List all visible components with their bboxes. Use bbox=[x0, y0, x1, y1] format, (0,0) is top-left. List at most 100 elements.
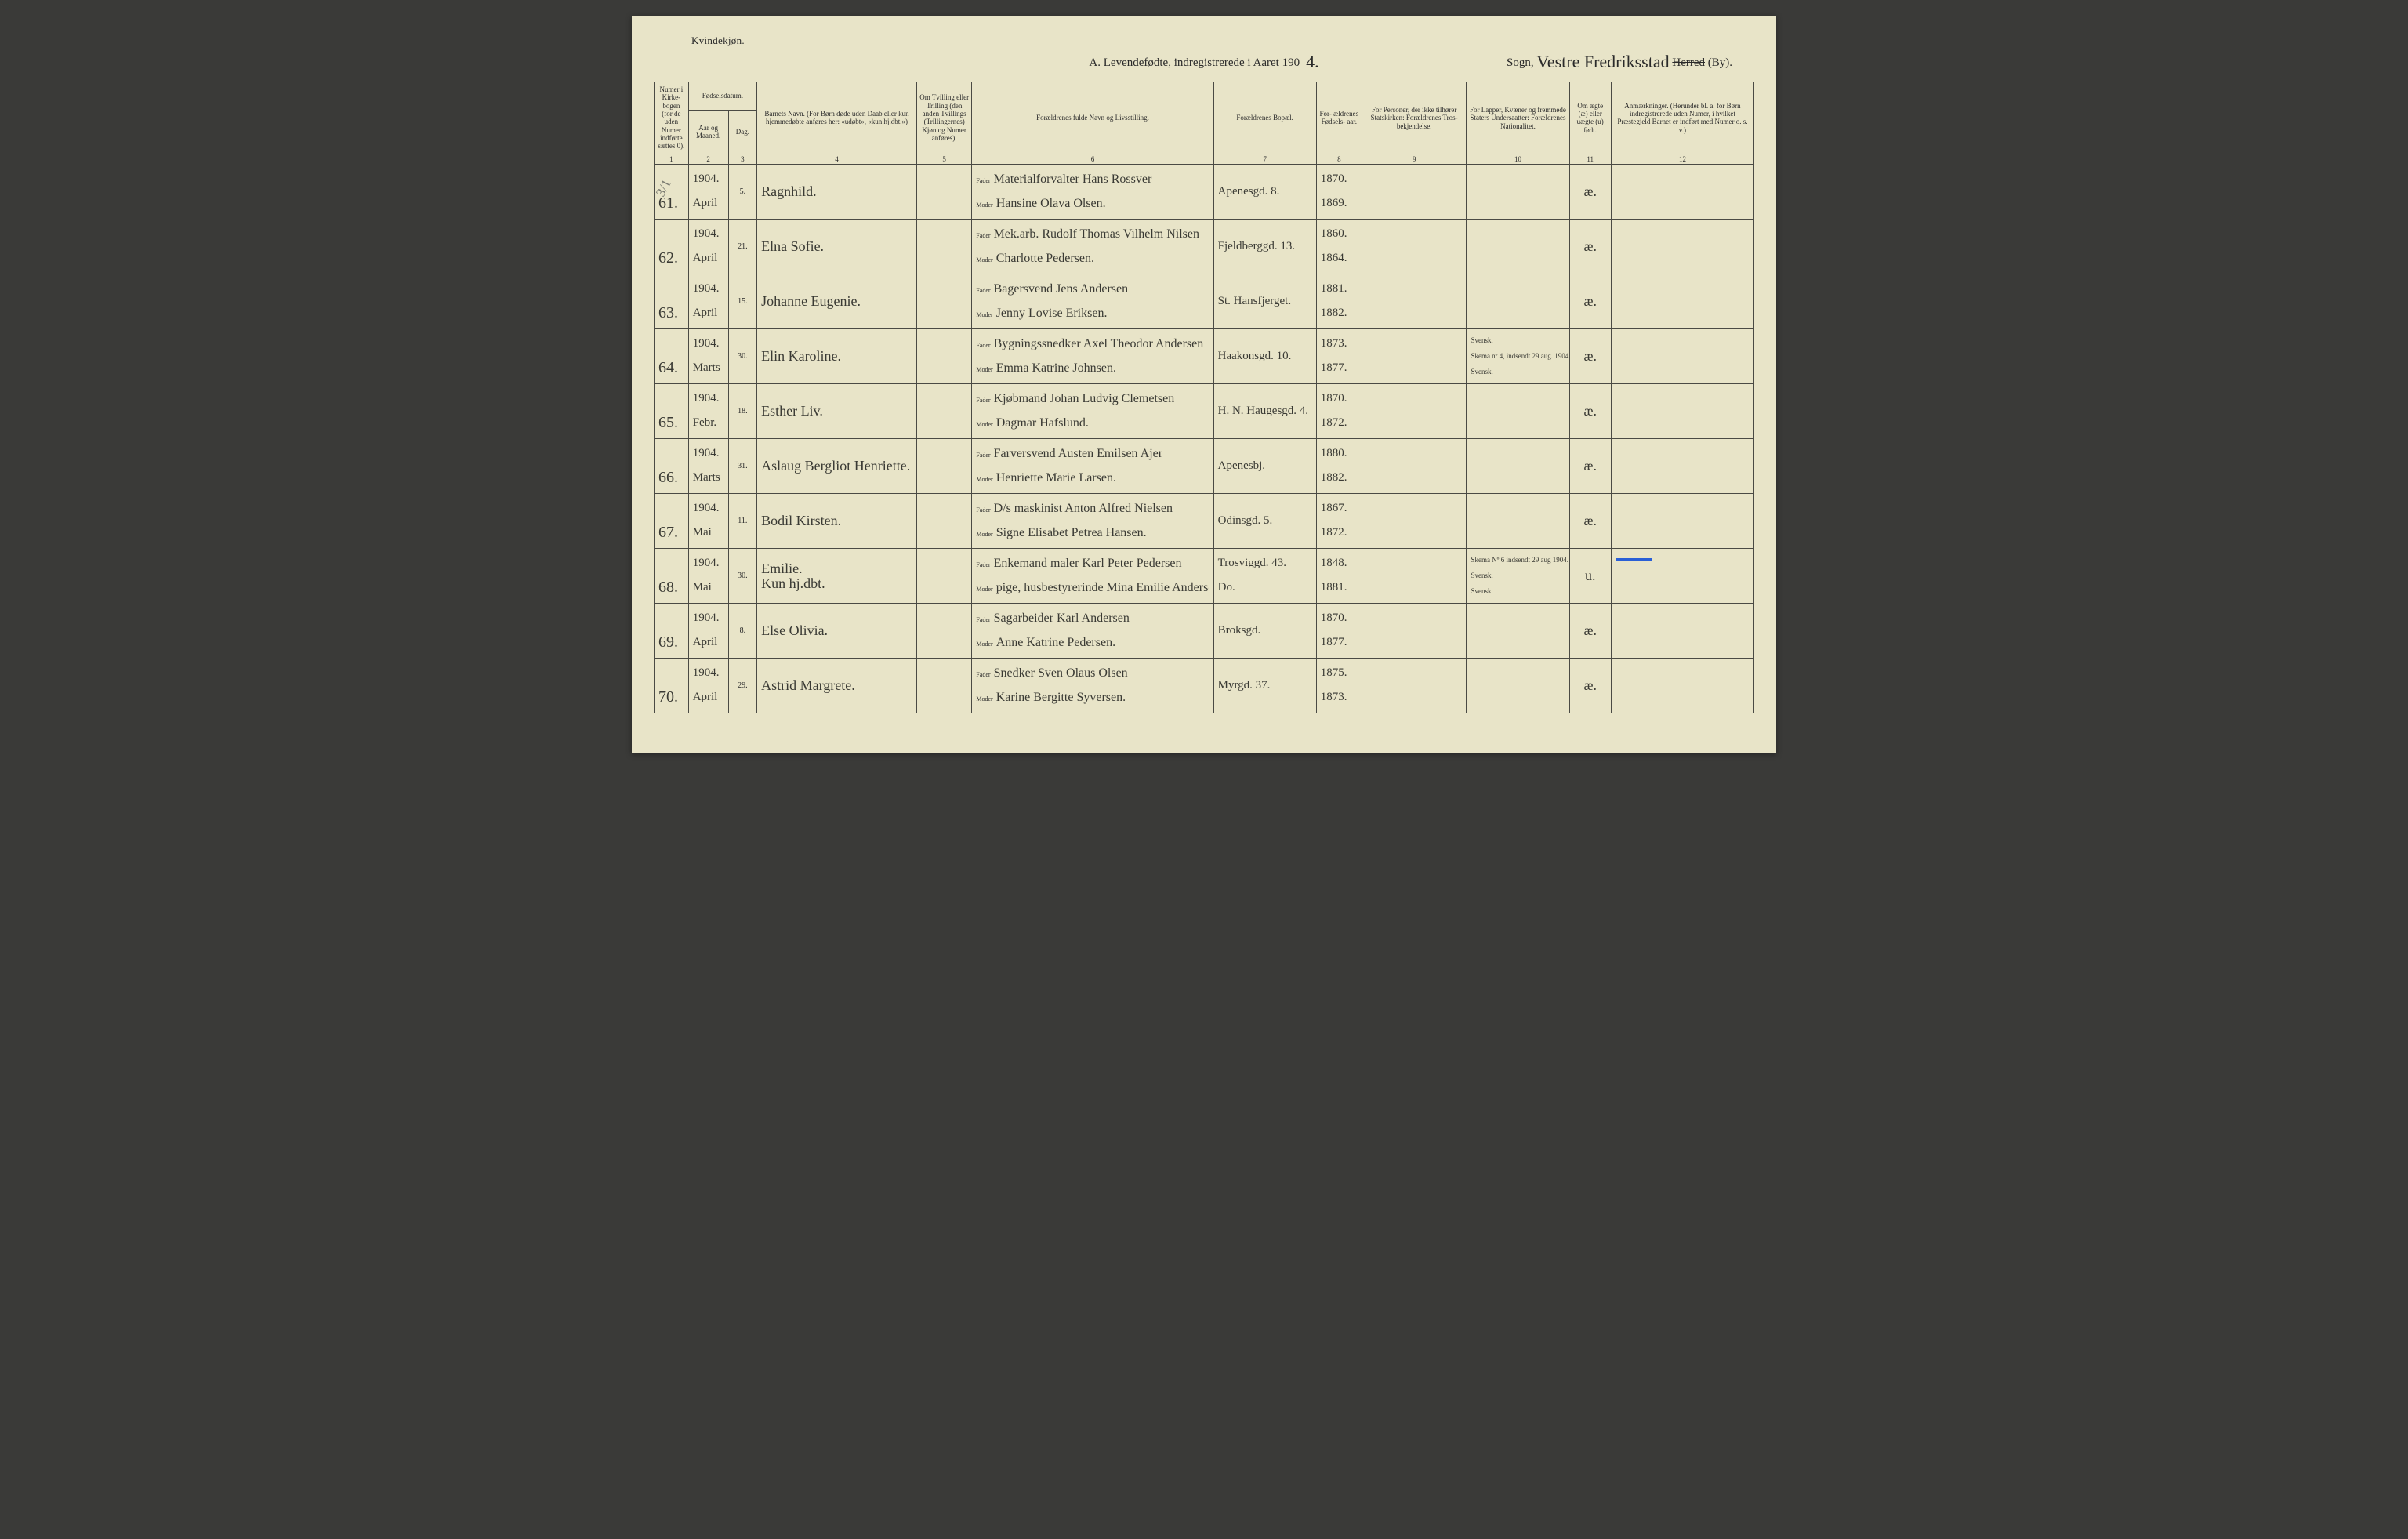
cell-parents: FaderBagersvend Jens Andersen ModerJenny… bbox=[972, 274, 1213, 329]
sogn-name: Vestre Fredriksstad bbox=[1536, 52, 1669, 72]
cell-parent-years: 1881.1882. bbox=[1316, 274, 1362, 329]
cell-parents: FaderMek.arb. Rudolf Thomas Vilhelm Nils… bbox=[972, 220, 1213, 274]
title-main: A. Levendefødte, indregistrerede i Aaret… bbox=[1089, 56, 1300, 70]
fader-text: Farversvend Austen Emilsen Ajer bbox=[994, 447, 1209, 461]
col-header-2b: Dag. bbox=[728, 111, 756, 154]
fader-label: Fader bbox=[976, 506, 990, 514]
moder-label: Moder bbox=[976, 531, 992, 538]
cell-year-month: 1904.April bbox=[688, 165, 728, 220]
fader-label: Fader bbox=[976, 287, 990, 294]
col-header-5: Forældrenes fulde Navn og Livsstilling. bbox=[972, 82, 1213, 154]
title-year-fill: 4. bbox=[1306, 52, 1319, 72]
cell-day: 30. bbox=[728, 329, 756, 384]
colnum: 10 bbox=[1467, 154, 1569, 164]
cell-tros bbox=[1362, 274, 1467, 329]
cell-tros bbox=[1362, 439, 1467, 494]
colnum: 3 bbox=[728, 154, 756, 164]
cell-legit: æ. bbox=[1569, 220, 1611, 274]
cell-parents: Fader Materialforvalter Hans Rossver Mode… bbox=[972, 165, 1213, 220]
cell-year-month: 1904.Mai bbox=[688, 494, 728, 549]
cell-parent-years: 1873.1877. bbox=[1316, 329, 1362, 384]
colnum: 1 bbox=[655, 154, 689, 164]
cell-day: 11. bbox=[728, 494, 756, 549]
colnum: 12 bbox=[1611, 154, 1753, 164]
cell-bopael: Fjeldberggd. 13. bbox=[1213, 220, 1316, 274]
cell-year-month: 1904.Marts bbox=[688, 439, 728, 494]
cell-name: Elin Karoline. bbox=[757, 329, 917, 384]
cell-day: 5. bbox=[728, 165, 756, 220]
cell-year-month: 1904.April bbox=[688, 274, 728, 329]
cell-num: 67. bbox=[655, 494, 689, 549]
colnum: 11 bbox=[1569, 154, 1611, 164]
cell-num: 68. bbox=[655, 549, 689, 604]
cell-anm bbox=[1611, 659, 1753, 713]
moder-label: Moder bbox=[976, 366, 992, 373]
cell-parents: FaderBygningssnedker Axel Theodor Anders… bbox=[972, 329, 1213, 384]
cell-name: Astrid Margrete. bbox=[757, 659, 917, 713]
cell-parent-years: 1860.1864. bbox=[1316, 220, 1362, 274]
cell-twin bbox=[916, 329, 971, 384]
table-row: 69.1904.April8.Else Olivia. FaderSagarbe… bbox=[655, 604, 1754, 659]
cell-nationality bbox=[1467, 384, 1569, 439]
cell-twin bbox=[916, 274, 971, 329]
by-suffix: (By). bbox=[1708, 56, 1732, 69]
cell-twin bbox=[916, 220, 971, 274]
cell-bopael: Trosviggd. 43.Do. bbox=[1213, 549, 1316, 604]
fader-text: Snedker Sven Olaus Olsen bbox=[994, 666, 1209, 681]
cell-anm bbox=[1611, 165, 1753, 220]
cell-anm bbox=[1611, 604, 1753, 659]
fader-text: Materialforvalter Hans Rossver bbox=[994, 172, 1209, 187]
col-header-7: For- ældrenes Fødsels- aar. bbox=[1316, 82, 1362, 154]
fader-label: Fader bbox=[976, 177, 990, 184]
moder-label: Moder bbox=[976, 256, 992, 263]
fader-text: Enkemand maler Karl Peter Pedersen bbox=[994, 557, 1209, 571]
cell-bopael: Odinsgd. 5. bbox=[1213, 494, 1316, 549]
cell-legit: æ. bbox=[1569, 329, 1611, 384]
cell-bopael: Haakonsgd. 10. bbox=[1213, 329, 1316, 384]
colnum: 2 bbox=[688, 154, 728, 164]
cell-twin bbox=[916, 659, 971, 713]
blue-mark bbox=[1616, 558, 1652, 561]
cell-tros bbox=[1362, 165, 1467, 220]
table-row: 66.1904.Marts31.Aslaug Bergliot Henriett… bbox=[655, 439, 1754, 494]
cell-year-month: 1904.April bbox=[688, 604, 728, 659]
cell-num: 69. bbox=[655, 604, 689, 659]
moder-text: pige, husbestyrerinde Mina Emilie Anders… bbox=[996, 581, 1209, 595]
moder-label: Moder bbox=[976, 201, 992, 209]
colnum: 5 bbox=[916, 154, 971, 164]
cell-day: 21. bbox=[728, 220, 756, 274]
cell-tros bbox=[1362, 329, 1467, 384]
cell-parents: FaderD/s maskinist Anton Alfred Nielsen … bbox=[972, 494, 1213, 549]
moder-text: Emma Katrine Johnsen. bbox=[996, 361, 1209, 376]
cell-name: Elna Sofie. bbox=[757, 220, 917, 274]
cell-anm bbox=[1611, 274, 1753, 329]
cell-day: 31. bbox=[728, 439, 756, 494]
cell-anm bbox=[1611, 494, 1753, 549]
gender-label: Kvindekjøn. bbox=[691, 34, 745, 47]
cell-anm bbox=[1611, 439, 1753, 494]
cell-anm bbox=[1611, 329, 1753, 384]
moder-text: Charlotte Pedersen. bbox=[996, 252, 1209, 266]
cell-nationality bbox=[1467, 439, 1569, 494]
cell-parents: FaderKjøbmand Johan Ludvig Clemetsen Mod… bbox=[972, 384, 1213, 439]
cell-parent-years: 1867.1872. bbox=[1316, 494, 1362, 549]
fader-text: D/s maskinist Anton Alfred Nielsen bbox=[994, 502, 1209, 516]
cell-nationality bbox=[1467, 274, 1569, 329]
moder-label: Moder bbox=[976, 476, 992, 483]
title-sogn-block: Sogn, Vestre Fredriksstad Herred (By). bbox=[1507, 50, 1732, 71]
moder-label: Moder bbox=[976, 695, 992, 702]
cell-nationality bbox=[1467, 494, 1569, 549]
cell-legit: æ. bbox=[1569, 165, 1611, 220]
moder-label: Moder bbox=[976, 641, 992, 648]
fader-label: Fader bbox=[976, 342, 990, 349]
cell-nationality bbox=[1467, 604, 1569, 659]
col-header-11: Anmærkninger. (Herunder bl. a. for Børn … bbox=[1611, 82, 1753, 154]
cell-num: 70. bbox=[655, 659, 689, 713]
moder-text: Hansine Olava Olsen. bbox=[996, 197, 1209, 211]
cell-day: 15. bbox=[728, 274, 756, 329]
cell-parent-years: 1870.1877. bbox=[1316, 604, 1362, 659]
moder-text: Karine Bergitte Syversen. bbox=[996, 691, 1209, 705]
cell-day: 30. bbox=[728, 549, 756, 604]
table-row: 67.1904.Mai11.Bodil Kirsten. FaderD/s ma… bbox=[655, 494, 1754, 549]
cell-year-month: 1904.April bbox=[688, 220, 728, 274]
